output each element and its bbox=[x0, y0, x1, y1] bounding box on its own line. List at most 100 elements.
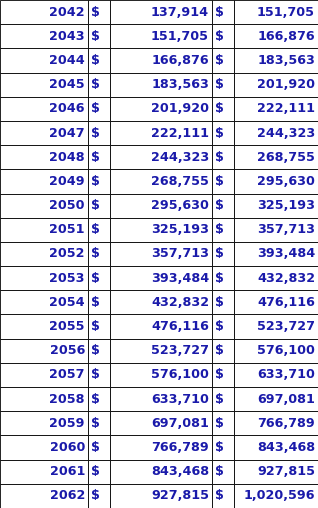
Bar bbox=[212, 411, 234, 435]
Text: 843,468: 843,468 bbox=[151, 465, 209, 478]
Bar bbox=[0, 194, 88, 218]
Text: 2059: 2059 bbox=[50, 417, 85, 430]
Text: 697,081: 697,081 bbox=[151, 417, 209, 430]
Bar bbox=[110, 169, 212, 194]
Text: 2060: 2060 bbox=[50, 441, 85, 454]
Bar bbox=[234, 97, 318, 121]
Bar bbox=[0, 24, 88, 48]
Text: $: $ bbox=[91, 247, 100, 261]
Bar bbox=[88, 460, 110, 484]
Text: $: $ bbox=[91, 465, 100, 478]
Text: 2057: 2057 bbox=[50, 368, 85, 382]
Text: 766,789: 766,789 bbox=[257, 417, 315, 430]
Bar bbox=[234, 145, 318, 169]
Text: $: $ bbox=[91, 151, 100, 164]
Bar bbox=[110, 145, 212, 169]
Text: $: $ bbox=[91, 272, 100, 284]
Bar bbox=[88, 266, 110, 290]
Text: $: $ bbox=[215, 151, 224, 164]
Text: 295,630: 295,630 bbox=[257, 175, 315, 188]
Bar bbox=[234, 339, 318, 363]
Bar bbox=[88, 24, 110, 48]
Text: $: $ bbox=[91, 126, 100, 140]
Text: $: $ bbox=[215, 344, 224, 357]
Bar bbox=[0, 314, 88, 339]
Text: $: $ bbox=[91, 6, 100, 19]
Text: $: $ bbox=[91, 368, 100, 382]
Bar bbox=[212, 169, 234, 194]
Bar bbox=[234, 435, 318, 460]
Text: 476,116: 476,116 bbox=[257, 296, 315, 309]
Bar bbox=[0, 218, 88, 242]
Text: $: $ bbox=[215, 320, 224, 333]
Text: 2047: 2047 bbox=[49, 126, 85, 140]
Bar bbox=[212, 145, 234, 169]
Bar bbox=[212, 24, 234, 48]
Bar bbox=[212, 435, 234, 460]
Text: 2058: 2058 bbox=[50, 393, 85, 405]
Text: 166,876: 166,876 bbox=[151, 54, 209, 67]
Text: 523,727: 523,727 bbox=[257, 320, 315, 333]
Text: $: $ bbox=[215, 6, 224, 19]
Bar bbox=[88, 97, 110, 121]
Bar bbox=[88, 0, 110, 24]
Text: $: $ bbox=[215, 393, 224, 405]
Bar bbox=[110, 48, 212, 73]
Bar bbox=[0, 121, 88, 145]
Text: 295,630: 295,630 bbox=[151, 199, 209, 212]
Bar bbox=[110, 73, 212, 97]
Text: 201,920: 201,920 bbox=[257, 78, 315, 91]
Text: $: $ bbox=[215, 54, 224, 67]
Bar bbox=[234, 484, 318, 508]
Bar bbox=[88, 411, 110, 435]
Text: 1,020,596: 1,020,596 bbox=[244, 489, 315, 502]
Text: 2055: 2055 bbox=[50, 320, 85, 333]
Text: 244,323: 244,323 bbox=[257, 126, 315, 140]
Text: $: $ bbox=[215, 489, 224, 502]
Text: $: $ bbox=[91, 296, 100, 309]
Text: 633,710: 633,710 bbox=[151, 393, 209, 405]
Bar bbox=[212, 484, 234, 508]
Bar bbox=[212, 194, 234, 218]
Bar bbox=[212, 314, 234, 339]
Bar bbox=[88, 169, 110, 194]
Text: 183,563: 183,563 bbox=[257, 54, 315, 67]
Text: $: $ bbox=[91, 54, 100, 67]
Text: $: $ bbox=[91, 417, 100, 430]
Bar bbox=[0, 435, 88, 460]
Bar bbox=[234, 48, 318, 73]
Text: $: $ bbox=[91, 344, 100, 357]
Text: 222,111: 222,111 bbox=[257, 102, 315, 115]
Bar bbox=[88, 290, 110, 314]
Text: 843,468: 843,468 bbox=[257, 441, 315, 454]
Bar bbox=[234, 169, 318, 194]
Text: $: $ bbox=[91, 320, 100, 333]
Bar bbox=[88, 484, 110, 508]
Text: $: $ bbox=[215, 296, 224, 309]
Text: 576,100: 576,100 bbox=[151, 368, 209, 382]
Text: 2056: 2056 bbox=[50, 344, 85, 357]
Bar bbox=[234, 242, 318, 266]
Bar bbox=[88, 145, 110, 169]
Bar bbox=[0, 97, 88, 121]
Bar bbox=[110, 24, 212, 48]
Text: 523,727: 523,727 bbox=[151, 344, 209, 357]
Text: 2054: 2054 bbox=[49, 296, 85, 309]
Text: 2044: 2044 bbox=[49, 54, 85, 67]
Bar bbox=[0, 339, 88, 363]
Text: $: $ bbox=[91, 30, 100, 43]
Text: $: $ bbox=[215, 465, 224, 478]
Bar bbox=[212, 266, 234, 290]
Bar bbox=[212, 290, 234, 314]
Text: $: $ bbox=[215, 126, 224, 140]
Text: $: $ bbox=[215, 417, 224, 430]
Bar bbox=[212, 218, 234, 242]
Text: 137,914: 137,914 bbox=[151, 6, 209, 19]
Text: $: $ bbox=[91, 393, 100, 405]
Text: 2043: 2043 bbox=[49, 30, 85, 43]
Bar bbox=[88, 387, 110, 411]
Bar bbox=[110, 435, 212, 460]
Text: 432,832: 432,832 bbox=[257, 272, 315, 284]
Text: 183,563: 183,563 bbox=[151, 78, 209, 91]
Bar bbox=[0, 242, 88, 266]
